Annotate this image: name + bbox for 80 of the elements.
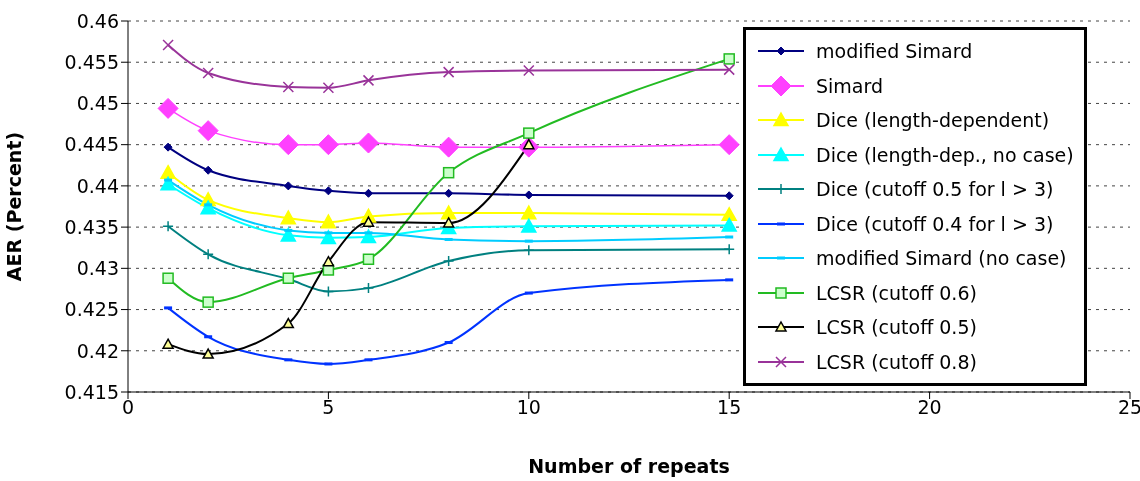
point <box>322 82 335 94</box>
point <box>277 134 299 156</box>
point <box>723 63 735 76</box>
point <box>523 127 535 139</box>
point <box>440 205 457 220</box>
point <box>357 132 379 154</box>
x-tick-label: 15 <box>717 396 742 419</box>
point <box>362 74 375 87</box>
point <box>723 53 735 65</box>
point <box>442 66 455 78</box>
point <box>197 120 219 142</box>
point <box>162 338 174 349</box>
y-tick-label: 0.44 <box>76 174 119 197</box>
legend-label: Dice (length-dep., no case) <box>816 142 1074 168</box>
point <box>438 136 460 158</box>
point <box>320 230 337 245</box>
point <box>362 216 375 227</box>
legend-label: Dice (length-dependent) <box>816 108 1050 133</box>
y-tick-label: 0.43 <box>76 257 119 280</box>
point <box>442 255 455 267</box>
legend-label: modified Simard <box>816 39 973 64</box>
y-tick-label: 0.45 <box>76 92 119 115</box>
point <box>723 243 735 256</box>
point <box>718 134 740 156</box>
y-tick-label: 0.415 <box>64 380 119 403</box>
point <box>160 164 176 180</box>
point <box>360 229 377 244</box>
x-tick-label: 5 <box>322 396 335 419</box>
point <box>362 253 375 266</box>
legend-label: LCSR (cutoff 0.5) <box>816 315 977 340</box>
point <box>202 348 214 359</box>
y-tick-label: 0.425 <box>64 298 119 321</box>
point <box>163 142 173 152</box>
point <box>282 317 295 329</box>
point <box>282 81 295 93</box>
point <box>363 188 373 198</box>
point <box>280 210 297 225</box>
point <box>283 181 293 191</box>
point <box>523 244 535 256</box>
point <box>320 214 337 229</box>
point <box>162 272 174 284</box>
point <box>203 165 213 175</box>
point <box>322 285 335 298</box>
point <box>521 205 537 220</box>
legend-label: Dice (cutoff 0.5 for l > 3) <box>816 177 1054 202</box>
legend-label: LCSR (cutoff 0.8) <box>816 349 977 375</box>
x-tick-label: 10 <box>516 396 541 419</box>
y-tick-label: 0.445 <box>64 133 119 156</box>
y-tick-label: 0.46 <box>76 9 119 32</box>
legend-label: Dice (cutoff 0.4 for l > 3) <box>816 211 1054 237</box>
x-axis-title: Number of repeats <box>528 455 730 477</box>
point <box>323 186 333 196</box>
legend-label: Simard <box>816 73 884 99</box>
y-tick-label: 0.455 <box>64 50 119 73</box>
point <box>724 191 734 201</box>
point <box>362 282 375 294</box>
x-tick-label: 20 <box>917 396 942 419</box>
point <box>162 220 174 233</box>
point <box>442 166 455 179</box>
x-tick-label: 25 <box>1117 396 1140 419</box>
point <box>444 188 454 198</box>
point <box>523 64 535 77</box>
point <box>202 67 214 79</box>
point <box>157 97 179 119</box>
point <box>202 248 214 261</box>
point <box>162 39 174 51</box>
point <box>322 255 335 267</box>
point <box>721 206 737 222</box>
y-tick-label: 0.435 <box>64 215 119 238</box>
y-axis-title: AER (Percent) <box>2 131 25 282</box>
y-tick-label: 0.42 <box>76 339 119 362</box>
legend-label: modified Simard (no case) <box>816 246 1067 271</box>
point <box>521 218 537 233</box>
legend-label: LCSR (cutoff 0.6) <box>816 280 977 306</box>
point <box>721 217 737 232</box>
x-tick-label: 0 <box>121 396 135 419</box>
point <box>202 296 214 308</box>
point <box>442 217 455 228</box>
point <box>317 134 339 156</box>
point <box>280 227 297 242</box>
